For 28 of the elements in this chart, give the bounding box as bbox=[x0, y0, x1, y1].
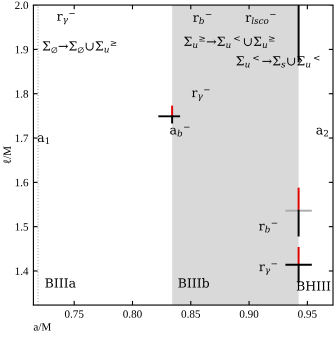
annotation: a$_{1}$ bbox=[38, 135, 50, 144]
y-tick-label: 1.9 bbox=[16, 46, 28, 54]
annotation: BIIIb bbox=[178, 278, 210, 288]
annotation: r$_{b}$$^{−}$ bbox=[193, 14, 212, 24]
annotation: r$_{γ}$$^{−}$ bbox=[57, 13, 75, 24]
annotation: BHIII bbox=[296, 281, 330, 291]
y-axis-title: ℓ/M bbox=[4, 146, 12, 164]
x-tick-label: 0.80 bbox=[123, 310, 142, 318]
annotation: Σ$_{∅}$→Σ$_{∅}$∪Σ$_{u}$$^{≥}$ bbox=[42, 40, 116, 54]
x-tick-label: 0.90 bbox=[240, 310, 258, 318]
annotation: a$_{b}$$^{−}$ bbox=[170, 126, 190, 136]
y-tick-label: 1.8 bbox=[16, 90, 28, 98]
annotation: r$_{b}$$^{−}$ bbox=[259, 222, 278, 232]
x-tick-label: 0.75 bbox=[64, 310, 84, 318]
y-tick-label: 2.0 bbox=[15, 2, 28, 10]
annotation: r$_{lsco}$$^{−}$ bbox=[246, 14, 276, 24]
y-tick-label: 1.7 bbox=[16, 134, 28, 142]
annotation: r$_{γ}$$^{−}$ bbox=[259, 264, 277, 275]
y-tick-label: 1.6 bbox=[16, 178, 28, 186]
y-tick-label: 1.5 bbox=[16, 223, 28, 231]
annotation: r$_{γ}$$^{−}$ bbox=[192, 90, 210, 101]
x-tick-label: 0.85 bbox=[181, 310, 200, 318]
text: Σ$_{u}$$^{≥}$→Σ$_{u}$$^{<}$∪Σ$_{u}$$^{≥}$ bbox=[184, 36, 275, 48]
x-axis-title: a/M bbox=[34, 323, 51, 331]
y-tick-label: 1.4 bbox=[16, 267, 28, 275]
annotation: a$_{2}$ bbox=[316, 128, 328, 136]
annotation: BIIIa bbox=[45, 278, 76, 288]
x-tick-label: 0.95 bbox=[298, 310, 317, 318]
